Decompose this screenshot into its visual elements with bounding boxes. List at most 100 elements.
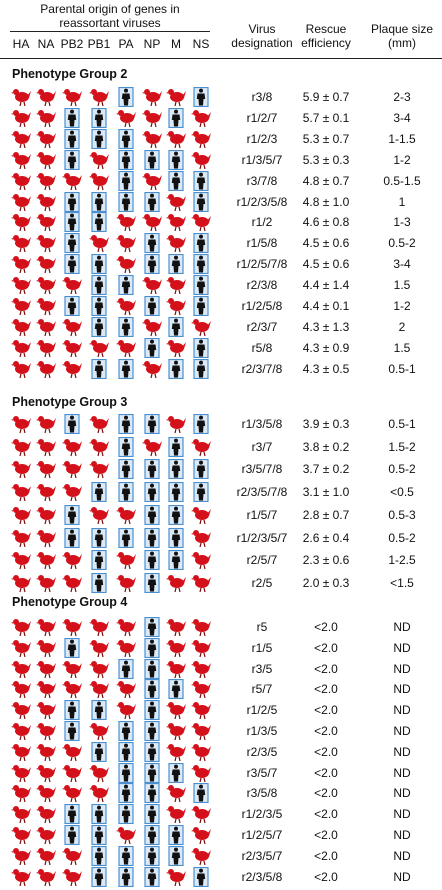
avian-icon xyxy=(62,172,82,190)
rescue-efficiency: <2.0 xyxy=(314,744,338,759)
header-plaque: Plaque size (mm) xyxy=(370,22,434,50)
virus-designation: r2/3/5/7 xyxy=(241,848,283,863)
virus-designation: r3/7 xyxy=(251,439,273,454)
avian-icon xyxy=(11,484,31,502)
human-icon xyxy=(168,107,184,128)
plaque-size: 0.5-3 xyxy=(388,507,416,522)
avian-icon xyxy=(36,461,56,479)
avian-icon xyxy=(36,339,56,357)
rescue-efficiency: 4.5 ± 0.6 xyxy=(302,257,350,272)
avian-icon xyxy=(166,339,186,357)
avian-icon xyxy=(11,723,31,741)
avian-icon xyxy=(36,151,56,169)
plaque-size: ND xyxy=(393,848,411,863)
human-icon xyxy=(193,866,209,887)
avian-icon xyxy=(62,461,82,479)
human-icon xyxy=(193,482,209,503)
human-icon xyxy=(118,275,134,296)
avian-icon xyxy=(36,484,56,502)
avian-icon xyxy=(191,109,211,128)
avian-icon xyxy=(36,214,56,232)
avian-icon xyxy=(36,723,56,741)
avian-icon xyxy=(142,172,162,190)
avian-icon xyxy=(166,277,186,295)
rescue-efficiency: 4.3 ± 0.5 xyxy=(302,361,350,376)
avian-icon xyxy=(36,552,56,570)
human-icon xyxy=(118,170,134,191)
human-icon xyxy=(64,212,80,233)
avian-icon xyxy=(11,256,31,274)
human-icon xyxy=(91,358,107,379)
rescue-efficiency: 2.0 ± 0.3 xyxy=(302,575,350,590)
virus-designation: r1/2/3/5/7 xyxy=(236,530,288,545)
rescue-efficiency: 4.4 ± 1.4 xyxy=(302,278,350,293)
avian-icon xyxy=(166,868,186,886)
virus-designation: r2/3/7 xyxy=(246,319,278,334)
human-icon xyxy=(118,658,134,679)
human-icon xyxy=(64,254,80,275)
avian-icon xyxy=(36,619,56,637)
avian-icon xyxy=(191,660,211,678)
avian-icon xyxy=(142,277,162,295)
avian-icon xyxy=(89,438,109,456)
rescue-efficiency: 3.1 ± 1.0 xyxy=(302,485,350,500)
avian-icon xyxy=(89,619,109,637)
avian-icon xyxy=(89,723,109,741)
avian-icon xyxy=(11,438,31,456)
human-icon xyxy=(91,845,107,866)
virus-designation: r2/5/7 xyxy=(246,553,278,568)
virus-designation: r2/5 xyxy=(251,575,273,590)
human-icon xyxy=(91,804,107,825)
avian-icon xyxy=(116,681,136,699)
human-icon xyxy=(144,459,160,480)
human-icon xyxy=(144,527,160,548)
group-title: Phenotype Group 2 xyxy=(12,67,128,81)
human-icon xyxy=(118,866,134,887)
avian-icon xyxy=(36,318,56,337)
avian-icon xyxy=(191,529,211,547)
avian-icon xyxy=(62,318,82,337)
avian-icon xyxy=(166,743,186,761)
avian-icon xyxy=(166,785,186,803)
human-icon xyxy=(144,149,160,170)
virus-designation: r3/8 xyxy=(251,90,273,104)
human-icon xyxy=(168,825,184,845)
human-icon xyxy=(168,436,184,457)
avian-icon xyxy=(11,764,31,782)
human-icon xyxy=(193,87,209,107)
avian-icon xyxy=(89,506,109,524)
rescue-efficiency: 3.7 ± 0.2 xyxy=(302,462,350,477)
avian-icon xyxy=(166,416,186,434)
avian-icon xyxy=(11,847,31,865)
avian-icon xyxy=(191,639,211,657)
human-icon xyxy=(144,617,160,637)
virus-designation: r5 xyxy=(256,620,268,634)
human-icon xyxy=(118,87,134,107)
virus-designation: r2/3/5/8 xyxy=(241,869,283,884)
avian-icon xyxy=(191,552,211,570)
virus-designation: r3/5/8 xyxy=(246,786,278,801)
avian-icon xyxy=(36,785,56,803)
virus-designation: r3/5 xyxy=(251,661,273,676)
avian-icon xyxy=(36,506,56,524)
human-icon xyxy=(64,721,80,741)
human-icon xyxy=(193,783,209,804)
avian-icon xyxy=(142,438,162,456)
avian-icon xyxy=(36,256,56,274)
avian-icon xyxy=(166,298,186,316)
avian-icon xyxy=(166,130,186,148)
avian-icon xyxy=(11,552,31,570)
rescue-efficiency: <2.0 xyxy=(314,765,338,780)
human-icon xyxy=(193,233,209,254)
human-icon xyxy=(168,482,184,503)
human-icon xyxy=(193,337,209,358)
human-icon xyxy=(193,358,209,379)
rescue-efficiency: 5.9 ± 0.7 xyxy=(302,90,350,104)
avian-icon xyxy=(36,193,56,211)
human-icon xyxy=(144,637,160,658)
avian-icon xyxy=(11,506,31,524)
human-icon xyxy=(144,679,160,700)
plaque-size: 1-2 xyxy=(393,299,411,313)
avian-icon xyxy=(191,743,211,761)
human-icon xyxy=(64,296,80,316)
